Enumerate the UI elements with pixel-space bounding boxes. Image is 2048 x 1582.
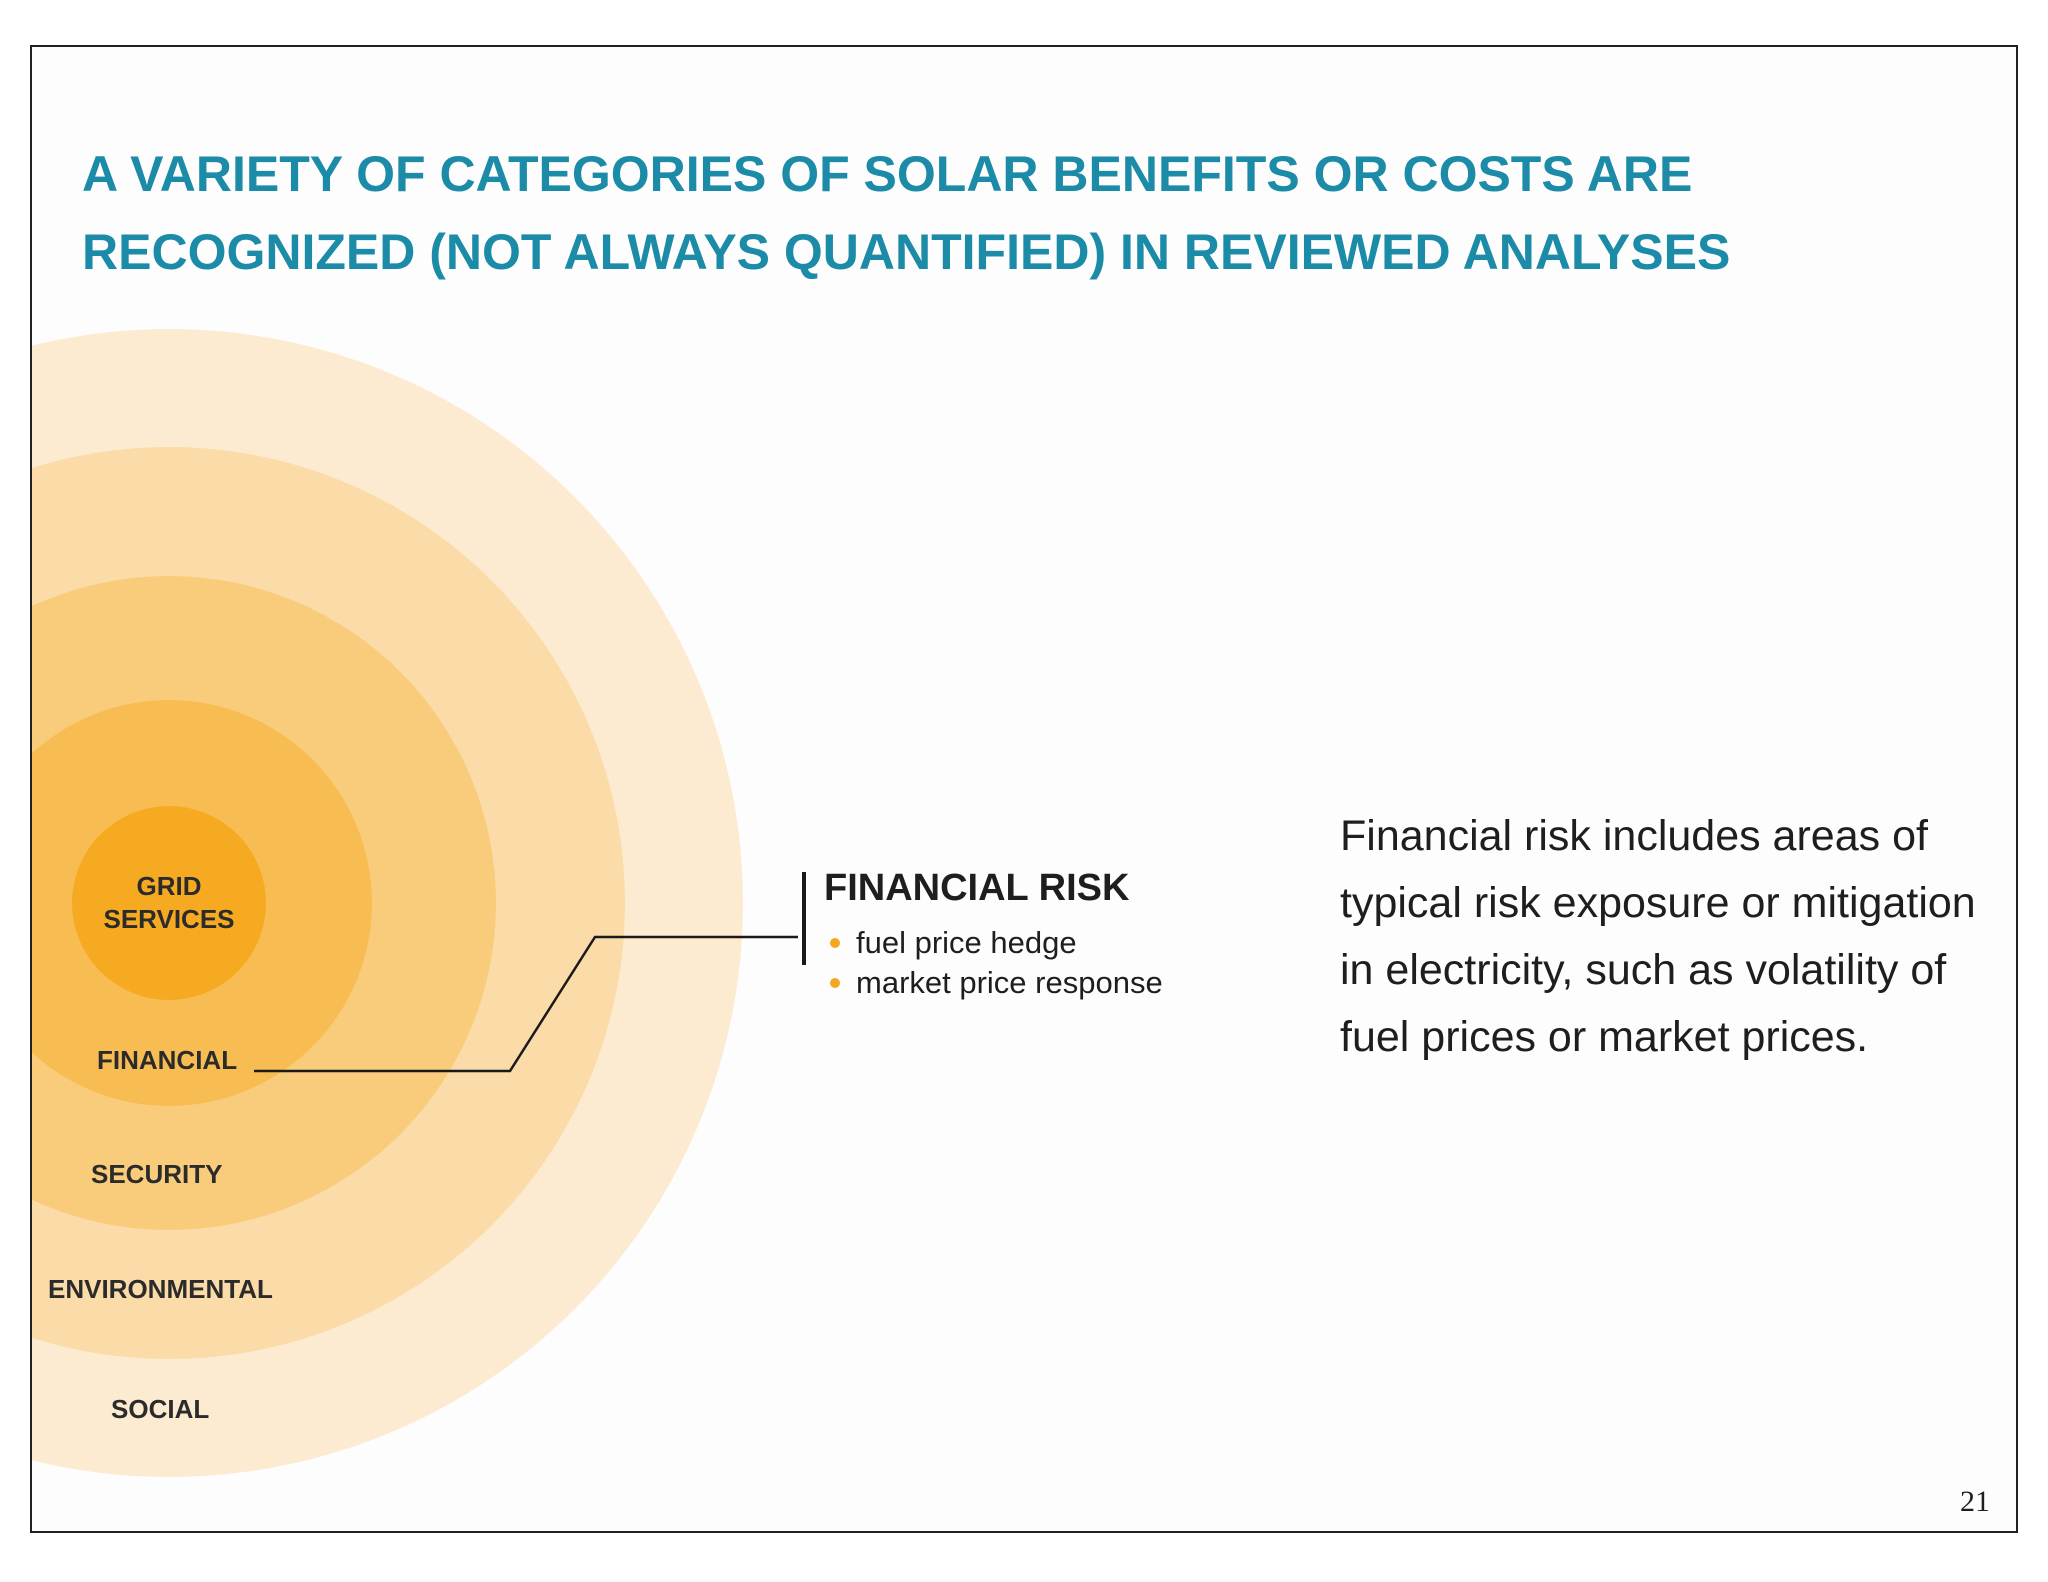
page-number: 21 [1960,1485,1990,1518]
ring-label-environmental: ENVIRONMENTAL [48,1274,273,1304]
ring-label-financial: FINANCIAL [97,1045,238,1075]
list-item: market price response [830,963,1163,1003]
ring-grid-services [72,806,266,1000]
ring-label-security: SECURITY [91,1159,223,1189]
ring-label-social: SOCIAL [111,1394,210,1424]
callout-heading: FINANCIAL RISK [824,867,1130,909]
callout-connector-line [254,935,798,1073]
callout-list: fuel price hedge market price response [830,923,1163,1003]
callout-item-text: fuel price hedge [856,925,1077,960]
bullet-dot-icon [830,978,840,988]
slide-title: A VARIETY OF CATEGORIES OF SOLAR BENEFIT… [82,135,1942,291]
slide: A VARIETY OF CATEGORIES OF SOLAR BENEFIT… [30,45,2018,1533]
concentric-categories-diagram [32,329,806,1477]
ring-label-grid-services-line-2: SERVICES [103,904,235,934]
description-text: Financial risk includes areas of typical… [1340,812,1976,1061]
slide-title-line-1: A VARIETY OF CATEGORIES OF SOLAR BENEFIT… [82,146,1693,202]
slide-title-line-2: RECOGNIZED (NOT ALWAYS QUANTIFIED) IN RE… [82,224,1731,280]
bullet-dot-icon [830,938,840,948]
ring-label-grid-services-line-1: GRID [136,871,202,901]
callout-item-text: market price response [856,965,1163,1000]
list-item: fuel price hedge [830,923,1163,963]
ring-label-grid-services: GRID SERVICES [103,870,234,936]
